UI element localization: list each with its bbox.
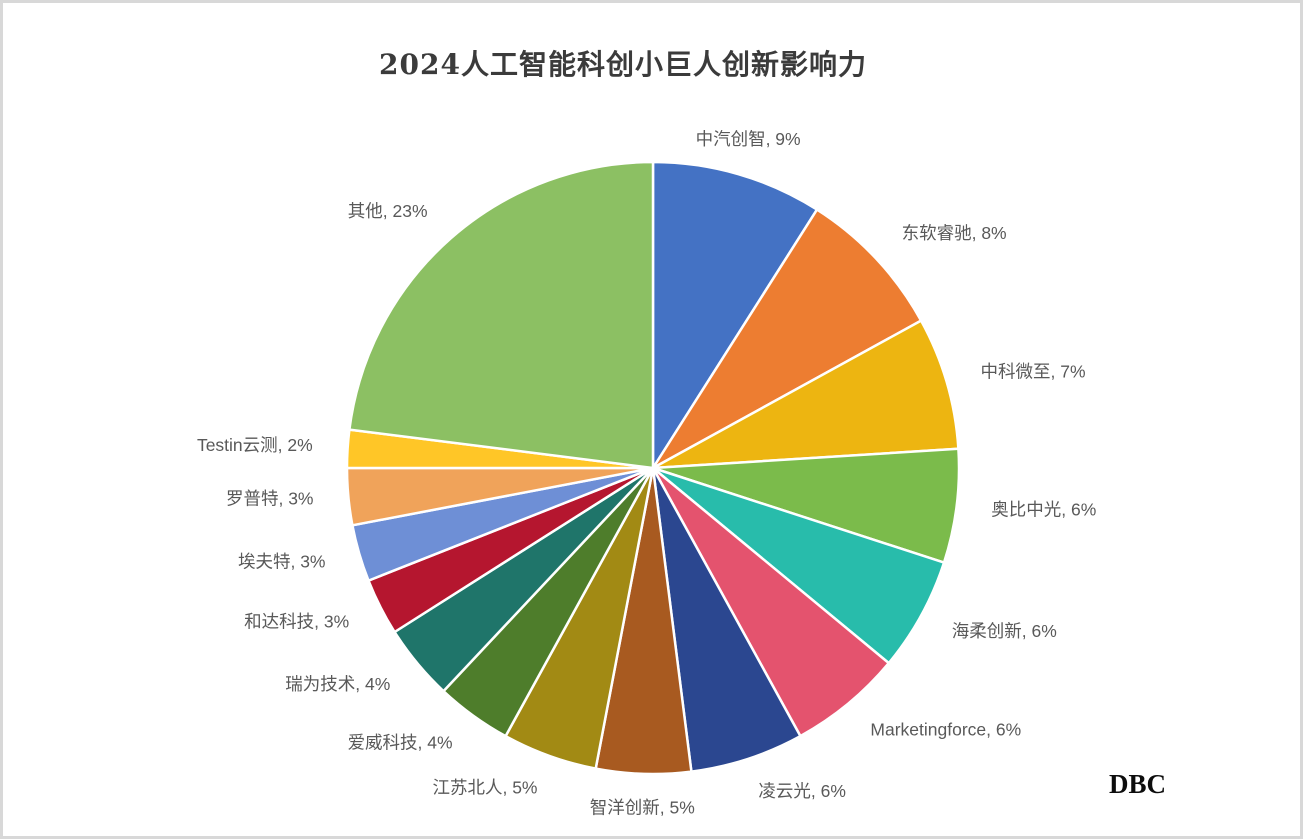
pie-label-瑞为技术: 瑞为技术, 4% [285, 674, 390, 694]
chart-title: 2024人工智能科创小巨人创新影响力 [379, 48, 867, 81]
pie-label-中科微至: 中科微至, 7% [981, 362, 1086, 382]
pie-label-智洋创新: 智洋创新, 5% [590, 797, 695, 817]
pie-label-凌云光: 凌云光, 6% [758, 781, 846, 801]
pie-label-其他: 其他, 23% [348, 201, 428, 221]
pie-label-罗普特: 罗普特, 3% [226, 489, 314, 509]
pie-label-Testin云测: Testin云测, 2% [197, 435, 313, 455]
pie-label-爱威科技: 爱威科技, 4% [348, 733, 453, 753]
watermark-dbc: DBC [1109, 769, 1167, 799]
pie-slice-中科微至 [651, 319, 960, 470]
pie-label-海柔创新: 海柔创新, 6% [952, 621, 1057, 641]
pie-slice-中汽创智 [651, 160, 819, 470]
pie-slice-其他 [348, 160, 655, 470]
pie-label-埃夫特: 埃夫特, 3% [238, 552, 326, 572]
pie-label-江苏北人: 江苏北人, 5% [432, 777, 537, 797]
pie-label-东软睿驰: 东软睿驰, 8% [902, 223, 1007, 243]
pie-label-Marketingforce: Marketingforce, 6% [870, 719, 1021, 739]
pie-label-中汽创智: 中汽创智, 9% [696, 129, 801, 149]
pie-label-奥比中光: 奥比中光, 6% [991, 499, 1096, 519]
pie-label-和达科技: 和达科技, 3% [244, 611, 349, 631]
pie-chart: 中汽创智, 9% 东软睿驰, 8% 中科微至, 7% 奥比中光, 6% 海柔创新, 6%… [197, 129, 1096, 817]
pie-slice-东软睿驰 [651, 208, 923, 470]
